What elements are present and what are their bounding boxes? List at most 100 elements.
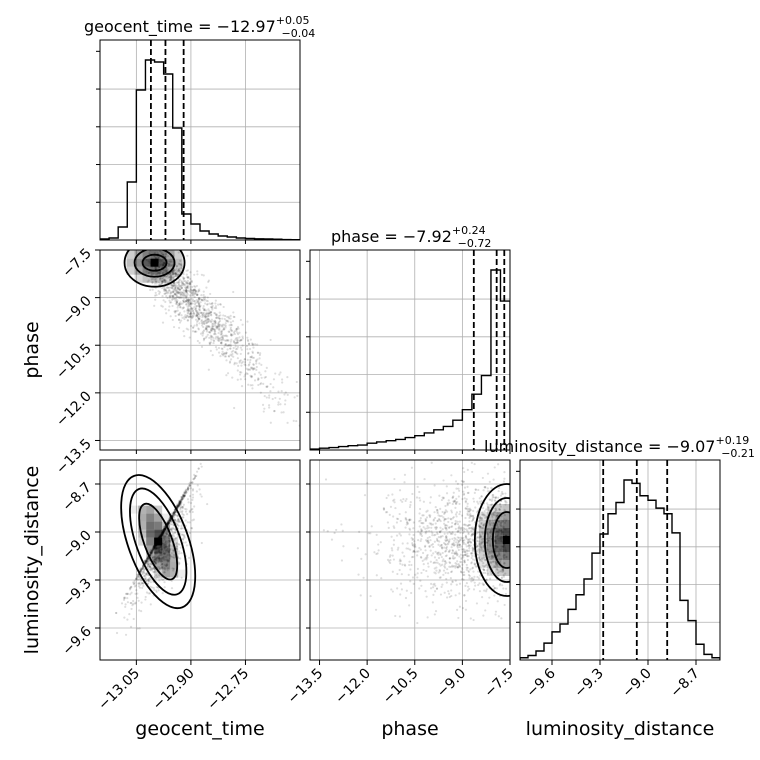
sample-point: [149, 553, 152, 556]
sample-point: [197, 296, 201, 300]
sample-point: [489, 560, 493, 563]
sample-point: [165, 312, 168, 315]
sample-point: [188, 531, 192, 535]
sample-point: [181, 496, 184, 499]
sample-point: [134, 592, 137, 595]
sample-point: [133, 579, 136, 582]
sample-point: [175, 284, 178, 287]
sample-point: [420, 529, 424, 532]
sample-point: [178, 304, 181, 307]
sample-point: [441, 551, 444, 555]
sample-point: [211, 308, 214, 311]
sample-point: [195, 311, 198, 315]
sample-point: [142, 582, 145, 585]
sample-point: [168, 519, 171, 522]
sample-point: [226, 335, 229, 338]
sample-point: [442, 497, 445, 500]
sample-point: [134, 578, 138, 581]
sample-point: [278, 397, 281, 400]
sample-point: [171, 515, 175, 518]
sample-point: [182, 533, 185, 536]
sample-point: [184, 490, 188, 493]
sample-point: [450, 474, 453, 477]
sample-point: [150, 549, 153, 552]
sample-point: [193, 330, 197, 333]
sample-point: [171, 527, 175, 531]
sample-point: [162, 531, 165, 534]
sample-point: [238, 360, 241, 363]
sample-point: [185, 544, 189, 547]
sample-point: [364, 553, 367, 556]
sample-point: [481, 531, 484, 534]
sample-point: [426, 556, 429, 559]
sample-point: [173, 511, 177, 514]
sample-point: [189, 312, 192, 315]
sample-point: [467, 555, 470, 558]
sample-point: [175, 300, 178, 304]
sample-point: [478, 531, 481, 534]
sample-point: [476, 545, 479, 548]
sample-point: [390, 535, 393, 538]
sample-point: [436, 519, 439, 522]
sample-point: [458, 502, 461, 506]
sample-point: [162, 534, 165, 537]
sample-point: [174, 275, 177, 278]
sample-point: [174, 311, 177, 314]
contour-geocent-time-phase-0: [141, 253, 168, 272]
sample-point: [236, 332, 240, 336]
sample-point: [153, 577, 157, 580]
sample-point: [464, 551, 467, 554]
sample-point: [452, 555, 455, 558]
sample-point: [195, 314, 198, 317]
sample-point: [480, 541, 483, 544]
sample-point: [265, 366, 268, 369]
sample-point: [399, 559, 403, 563]
sample-point: [499, 559, 502, 562]
sample-point: [202, 315, 205, 318]
sample-point: [205, 299, 208, 302]
sample-point: [158, 276, 162, 280]
sample-point: [166, 523, 169, 526]
sample-point: [476, 511, 479, 514]
sample-point: [189, 277, 192, 281]
sample-point: [177, 318, 181, 321]
sample-point: [479, 533, 482, 536]
sample-point: [281, 378, 284, 381]
sample-point: [412, 527, 415, 530]
panel-phase-luminosity-distance: [309, 459, 511, 661]
sample-point: [120, 602, 124, 605]
sample-point: [220, 329, 223, 332]
sample-point: [485, 588, 488, 591]
sample-point: [241, 337, 244, 340]
sample-point: [409, 503, 412, 507]
sample-point: [453, 523, 457, 526]
sample-point: [170, 264, 173, 267]
sample-point: [424, 519, 427, 523]
sample-point: [184, 541, 187, 544]
xtick-label-phase: −13.5: [285, 666, 327, 708]
sample-point: [207, 280, 210, 283]
sample-point: [163, 527, 166, 530]
sample-point: [462, 527, 465, 530]
sample-point: [195, 284, 199, 288]
density-cell: [126, 258, 135, 267]
density-cell: [154, 569, 163, 578]
sample-point: [503, 518, 506, 521]
sample-point: [238, 361, 241, 364]
title-phase-minus: −0.72: [458, 237, 492, 250]
sample-point: [235, 328, 238, 331]
histogram-phase: [310, 269, 510, 450]
sample-point: [173, 531, 177, 534]
sample-point: [472, 548, 475, 551]
sample-point: [123, 596, 126, 599]
sample-point: [215, 316, 218, 320]
sample-point: [200, 293, 203, 297]
sample-point: [252, 367, 256, 370]
sample-point: [471, 547, 474, 550]
sample-point: [490, 572, 493, 576]
sample-point: [448, 549, 451, 552]
sample-point: [179, 500, 182, 504]
sample-point: [236, 336, 239, 340]
sample-point: [199, 332, 203, 335]
sample-point: [458, 564, 461, 568]
